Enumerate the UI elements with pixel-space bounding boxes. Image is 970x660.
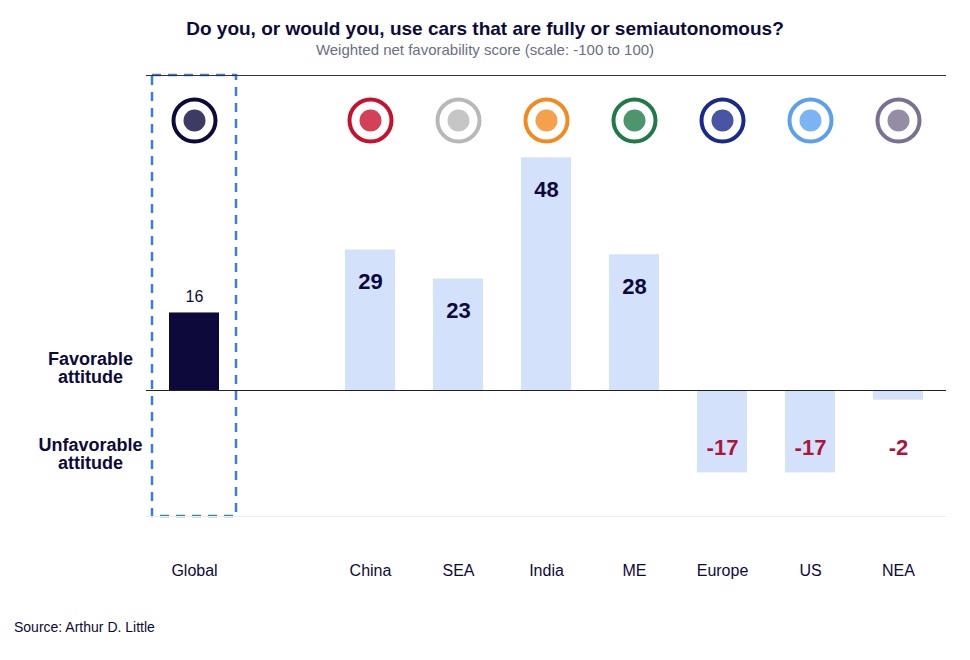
svg-text:ME: ME bbox=[623, 562, 647, 579]
svg-text:16: 16 bbox=[186, 288, 204, 305]
svg-text:Europe: Europe bbox=[697, 562, 749, 579]
html-text:Do you, or would you, use cars: Do you, or would you, use cars that are … bbox=[186, 18, 784, 39]
svg-text:23: 23 bbox=[446, 298, 470, 323]
svg-text:28: 28 bbox=[622, 274, 646, 299]
svg-text:Global: Global bbox=[171, 562, 217, 579]
svg-text:Unfavorableattitude: Unfavorableattitude bbox=[38, 435, 142, 473]
svg-text:-17: -17 bbox=[795, 435, 827, 460]
svg-text:China: China bbox=[350, 562, 392, 579]
svg-text:NEA: NEA bbox=[882, 562, 915, 579]
svg-text:29: 29 bbox=[358, 269, 382, 294]
svg-text:SEA: SEA bbox=[442, 562, 474, 579]
svg-text:Favorableattitude: Favorableattitude bbox=[48, 349, 133, 387]
html-text:Weighted net favorability scor: Weighted net favorability score (scale: … bbox=[315, 41, 655, 58]
svg-text:US: US bbox=[799, 562, 821, 579]
svg-text:-2: -2 bbox=[889, 435, 909, 460]
html-text:Source: Arthur D. Little: Source: Arthur D. Little bbox=[14, 619, 155, 635]
svg-text:-17: -17 bbox=[707, 435, 739, 460]
svg-text:48: 48 bbox=[534, 177, 558, 202]
svg-text:India: India bbox=[529, 562, 564, 579]
